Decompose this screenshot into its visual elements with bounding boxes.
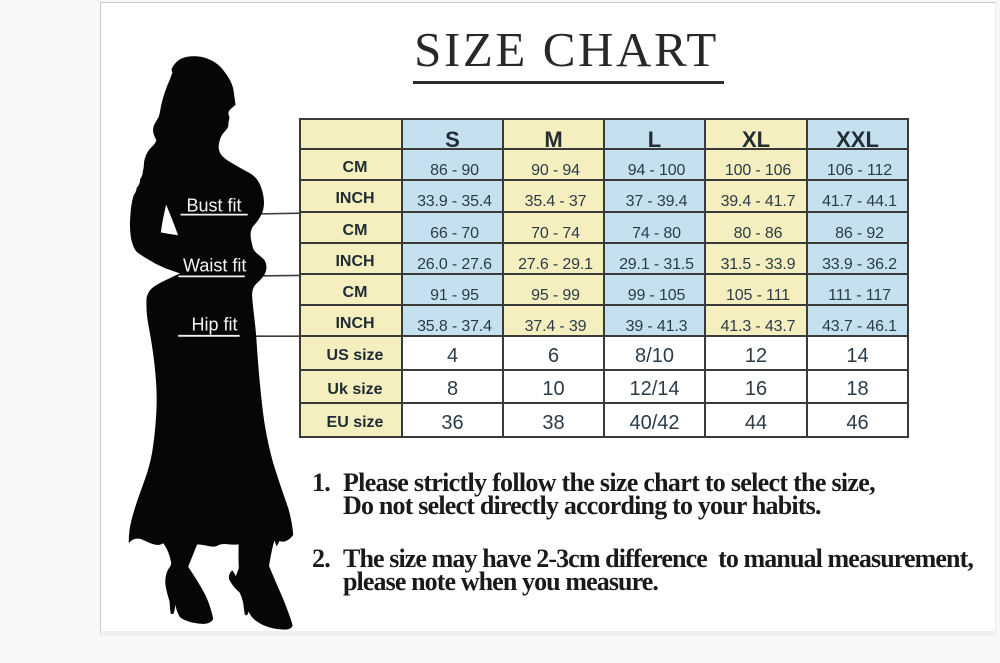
svg-text:Hip fit: Hip fit xyxy=(192,314,238,334)
svg-text:Bust fit: Bust fit xyxy=(187,195,242,215)
svg-text:Waist fit: Waist fit xyxy=(183,256,246,276)
